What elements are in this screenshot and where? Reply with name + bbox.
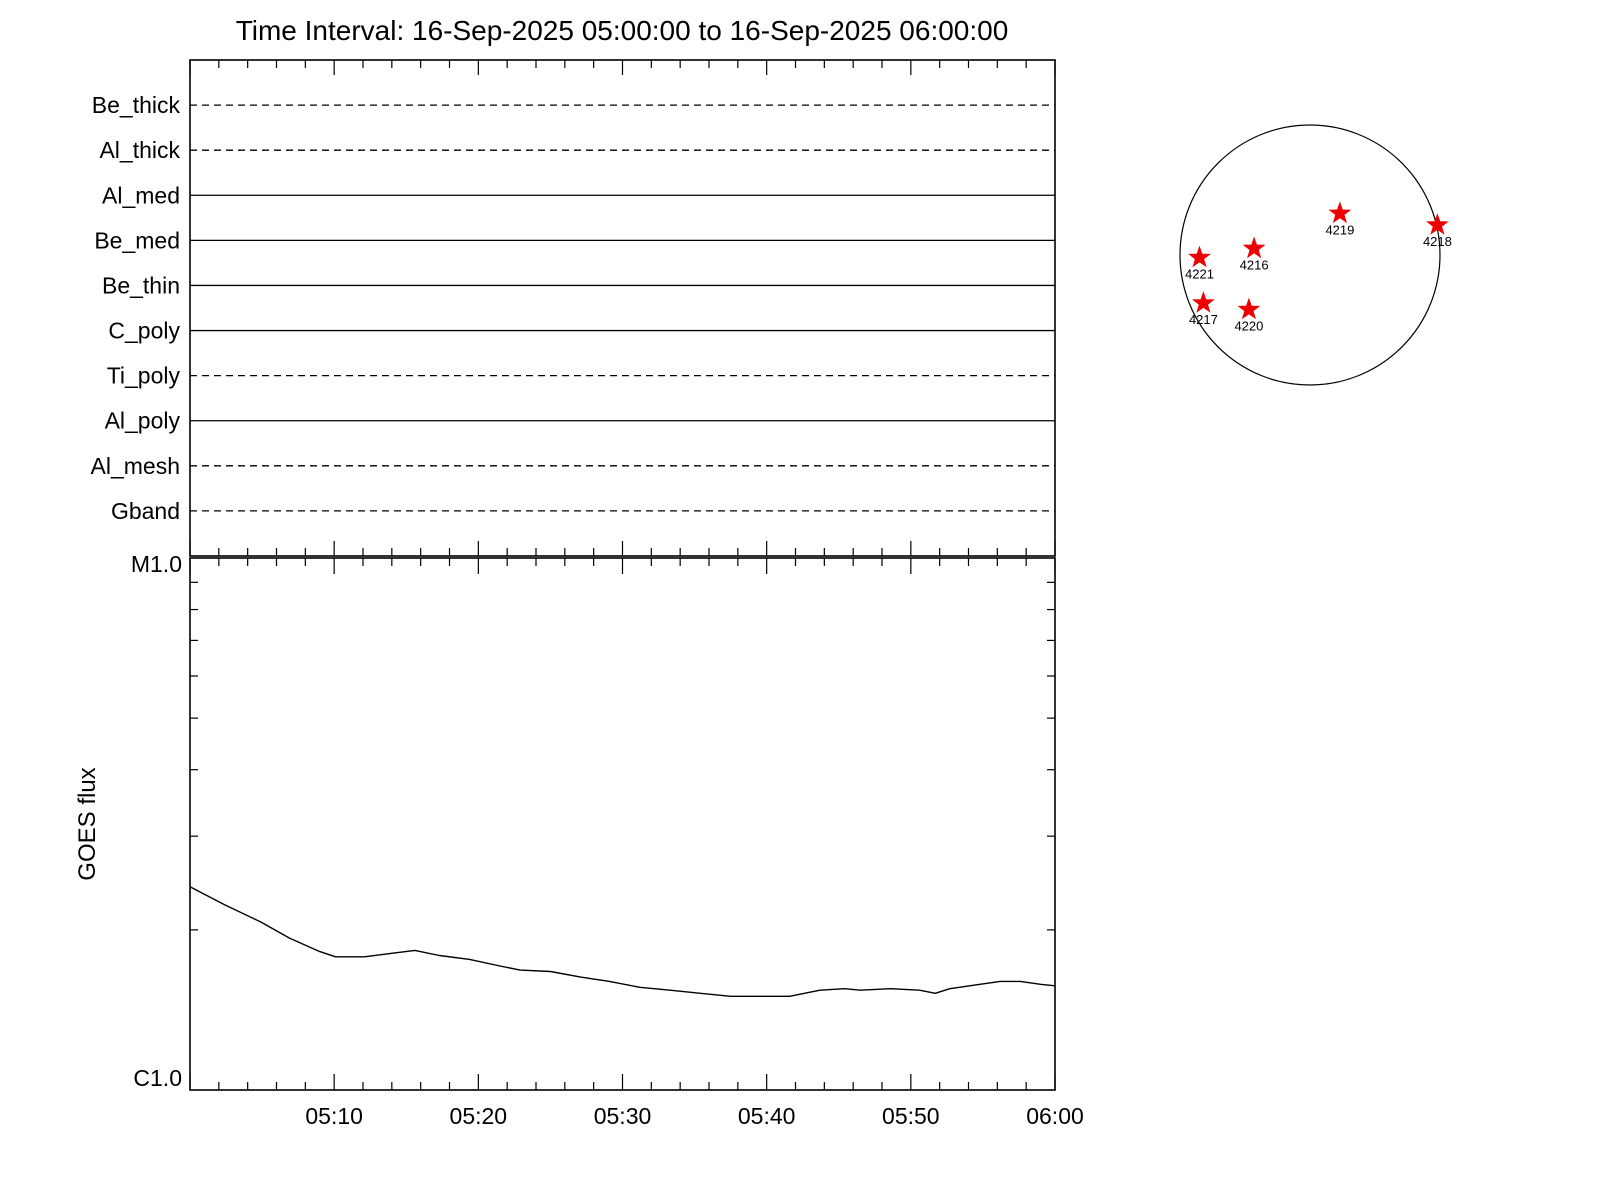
goes-ytick-bottom: C1.0 [133,1065,182,1091]
timeline-frame [189,59,1056,557]
goes-frame [189,557,1056,1091]
solar-disk-circle [1179,124,1441,386]
plot-title: Time Interval: 16-Sep-2025 05:00:00 to 1… [236,15,1009,46]
active-region-star [1328,201,1352,224]
filter-row-label: Be_thin [102,272,180,298]
active-region-label: 4217 [1189,312,1218,327]
active-region-star [1188,245,1211,268]
solar-disk-map: 4219 4218 4216 4221 4217 4220 [1179,124,1452,386]
active-region-star [1426,213,1449,235]
filter-row-label: C_poly [108,318,180,344]
active-region-label: 4219 [1325,222,1354,237]
active-region-star [1237,297,1261,320]
active-region-label: 4218 [1423,234,1452,249]
filter-row-label: Al_mesh [91,453,180,479]
filter-row-label: Ti_poly [107,363,181,389]
filter-row-label: Al_med [102,182,180,208]
filter-row-label: Gband [111,498,180,524]
goes-xtick-label: 05:30 [594,1103,652,1129]
goes-flux-panel: M1.0 C1.0 GOES flux 05:10 05:20 05:30 05:40… [74,551,1084,1129]
goes-xtick-label: 06:00 [1026,1103,1084,1129]
filter-timeline-panel: Be_thick Al_thick Al_med Be_med Be_thin C_pol… [91,59,1056,557]
active-region-label: 4221 [1185,267,1214,282]
goes-xtick-label: 05:20 [450,1103,508,1129]
filter-row-label: Al_poly [105,408,181,434]
active-region-star [1192,291,1215,313]
filter-row-label: Be_thick [92,92,181,118]
filter-row-label: Be_med [94,227,180,253]
goes-xtick-label: 05:50 [882,1103,940,1129]
goes-xtick-label: 05:10 [305,1103,363,1129]
filter-row-label: Al_thick [99,137,180,163]
active-region-label: 4216 [1240,258,1269,273]
goes-flux-line [189,886,1056,997]
goes-xtick-label: 05:40 [738,1103,796,1129]
goes-y-axis-title: GOES flux [74,767,101,880]
goes-ytick-top: M1.0 [131,551,182,577]
active-region-star [1242,236,1266,259]
active-region-label: 4220 [1234,319,1263,334]
